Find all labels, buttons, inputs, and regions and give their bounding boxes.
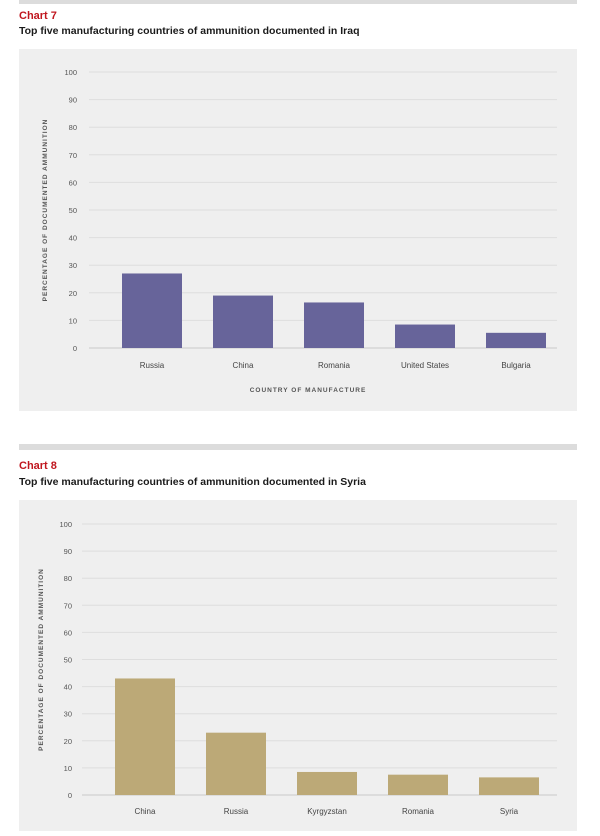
y-tick-label: 50 — [64, 656, 72, 665]
y-tick-label: 0 — [73, 344, 77, 353]
y-tick-label: 20 — [69, 289, 77, 298]
bar — [395, 324, 455, 348]
chart-8-panel: 0 10 20 30 40 50 60 70 80 90 100 PERCENTAGE OF DOCU… — [19, 500, 577, 831]
bar — [122, 273, 182, 348]
chart-8-label: Chart 8 — [19, 460, 57, 472]
x-axis-title: COUNTRY OF MANUFACTURE — [250, 387, 367, 394]
bar — [304, 302, 364, 348]
category-label: Romania — [318, 361, 351, 370]
chart-7-title: Top five manufacturing countries of ammu… — [19, 25, 360, 37]
category-label: Romania — [402, 807, 435, 816]
y-tick-label: 90 — [69, 96, 77, 105]
bar — [297, 771, 357, 795]
y-tick-label: 60 — [69, 178, 77, 187]
y-tick-label: 60 — [64, 628, 72, 637]
category-label: Bulgaria — [501, 361, 531, 370]
y-tick-label: 70 — [69, 151, 77, 160]
category-label: China — [135, 807, 156, 816]
y-tick-label: 40 — [64, 683, 72, 692]
section-divider — [19, 444, 577, 450]
category-label: Syria — [500, 807, 519, 816]
y-tick-label: 30 — [69, 261, 77, 270]
y-tick-label: 40 — [69, 234, 77, 243]
y-tick-label: 100 — [64, 68, 77, 77]
y-tick-label: 100 — [59, 520, 72, 529]
y-tick-label: 70 — [64, 601, 72, 610]
category-label: Russia — [224, 807, 249, 816]
bar — [206, 732, 266, 795]
chart-8-plot: 0 10 20 30 40 50 60 70 80 90 100 PERCENTAGE OF DOCU… — [38, 520, 557, 816]
bar — [115, 678, 175, 795]
y-tick-label: 80 — [64, 574, 72, 583]
chart-8-title: Top five manufacturing countries of ammu… — [19, 476, 366, 488]
y-tick-label: 20 — [64, 737, 72, 746]
bar — [479, 777, 539, 795]
y-tick-label: 90 — [64, 547, 72, 556]
y-tick-label: 80 — [69, 123, 77, 132]
y-axis-title: PERCENTAGE OF DOCUMENTED AMMUNITION — [42, 119, 49, 302]
bar — [388, 774, 448, 795]
y-tick-label: 10 — [69, 316, 77, 325]
category-label: Kyrgyzstan — [307, 807, 347, 816]
top-divider — [19, 0, 577, 4]
bar — [213, 295, 273, 348]
y-tick-label: 10 — [64, 764, 72, 773]
y-tick-label: 0 — [68, 791, 72, 800]
bar — [486, 332, 546, 348]
chart-7-panel: 0 10 20 30 40 50 60 70 80 90 100 PERCENTAGE OF DOCU… — [19, 49, 577, 411]
chart-7-plot: 0 10 20 30 40 50 60 70 80 90 100 PERCENTAGE OF DOCU… — [42, 68, 557, 394]
y-axis-title: PERCENTAGE OF DOCUMENTED AMMUNITION — [38, 568, 45, 751]
y-tick-label: 30 — [64, 710, 72, 719]
y-tick-label: 50 — [69, 206, 77, 215]
category-label: United States — [401, 361, 449, 370]
category-label: China — [233, 361, 254, 370]
chart-7-label: Chart 7 — [19, 10, 57, 22]
category-label: Russia — [140, 361, 165, 370]
